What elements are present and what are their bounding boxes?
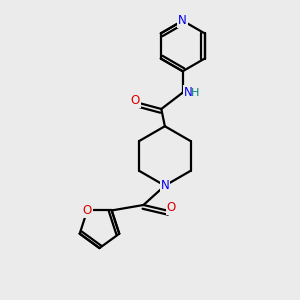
Text: O: O — [167, 202, 176, 214]
Text: N: N — [184, 86, 192, 99]
Text: O: O — [131, 94, 140, 106]
Text: H: H — [191, 88, 200, 98]
Text: N: N — [160, 179, 169, 192]
Text: O: O — [82, 204, 92, 217]
Text: N: N — [178, 14, 187, 27]
